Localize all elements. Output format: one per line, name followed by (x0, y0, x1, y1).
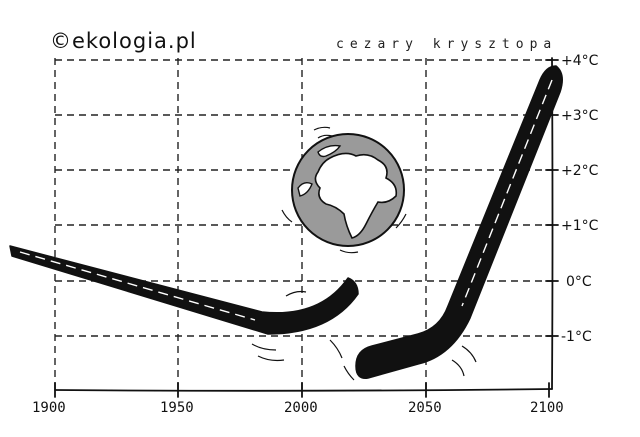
hockey-stick-right (329, 65, 563, 381)
stick-motion-mark (285, 290, 307, 297)
globe-motion-mark (313, 126, 331, 131)
stick-motion-mark (329, 339, 343, 359)
globe-motion-mark (339, 249, 359, 254)
x-tick-label: 2000 (284, 400, 318, 416)
x-tick-label: 2100 (530, 400, 564, 416)
x-axis-line (54, 388, 553, 392)
earth-globe-icon (281, 126, 407, 254)
credit-text: ©ekologia.pl (50, 29, 197, 53)
globe-land-west (297, 181, 313, 197)
hockey-stick-left-shaft (9, 245, 359, 335)
x-tick-label: 2050 (408, 400, 442, 416)
stick-motion-mark (343, 365, 355, 381)
y-tick-labels: -1°C 0°C +1°C +2°C +3°C +4°C (561, 53, 599, 345)
hockey-stick-right-shaft (355, 65, 563, 379)
hockey-stick-left (9, 245, 359, 362)
globe-land (314, 152, 398, 239)
globe-motion-mark (395, 213, 407, 229)
globe-motion-mark (281, 209, 293, 223)
x-tick-label: 1950 (160, 400, 194, 416)
y-tick-label: 0°C (566, 274, 592, 290)
y-tick-label: +1°C (561, 218, 599, 234)
stick-motion-mark (257, 355, 285, 362)
y-tick-label: +4°C (561, 53, 599, 69)
stick-motion-mark (451, 359, 465, 377)
author-signature: cezary krysztopa (336, 37, 557, 52)
y-tick-label: +2°C (561, 163, 599, 179)
stick-motion-mark (251, 343, 277, 351)
x-tick-labels: 1900 1950 2000 2050 2100 (32, 400, 564, 416)
y-tick-label: -1°C (561, 329, 592, 345)
hockey-stick-left-tape (19, 251, 256, 321)
x-tick-label: 1900 (32, 400, 66, 416)
stick-motion-mark (461, 345, 477, 363)
y-tick-label: +3°C (561, 108, 599, 124)
hockey-stick-right-tape (461, 79, 553, 307)
globe-motion-mark (317, 134, 333, 139)
globe-land-north (317, 144, 342, 158)
